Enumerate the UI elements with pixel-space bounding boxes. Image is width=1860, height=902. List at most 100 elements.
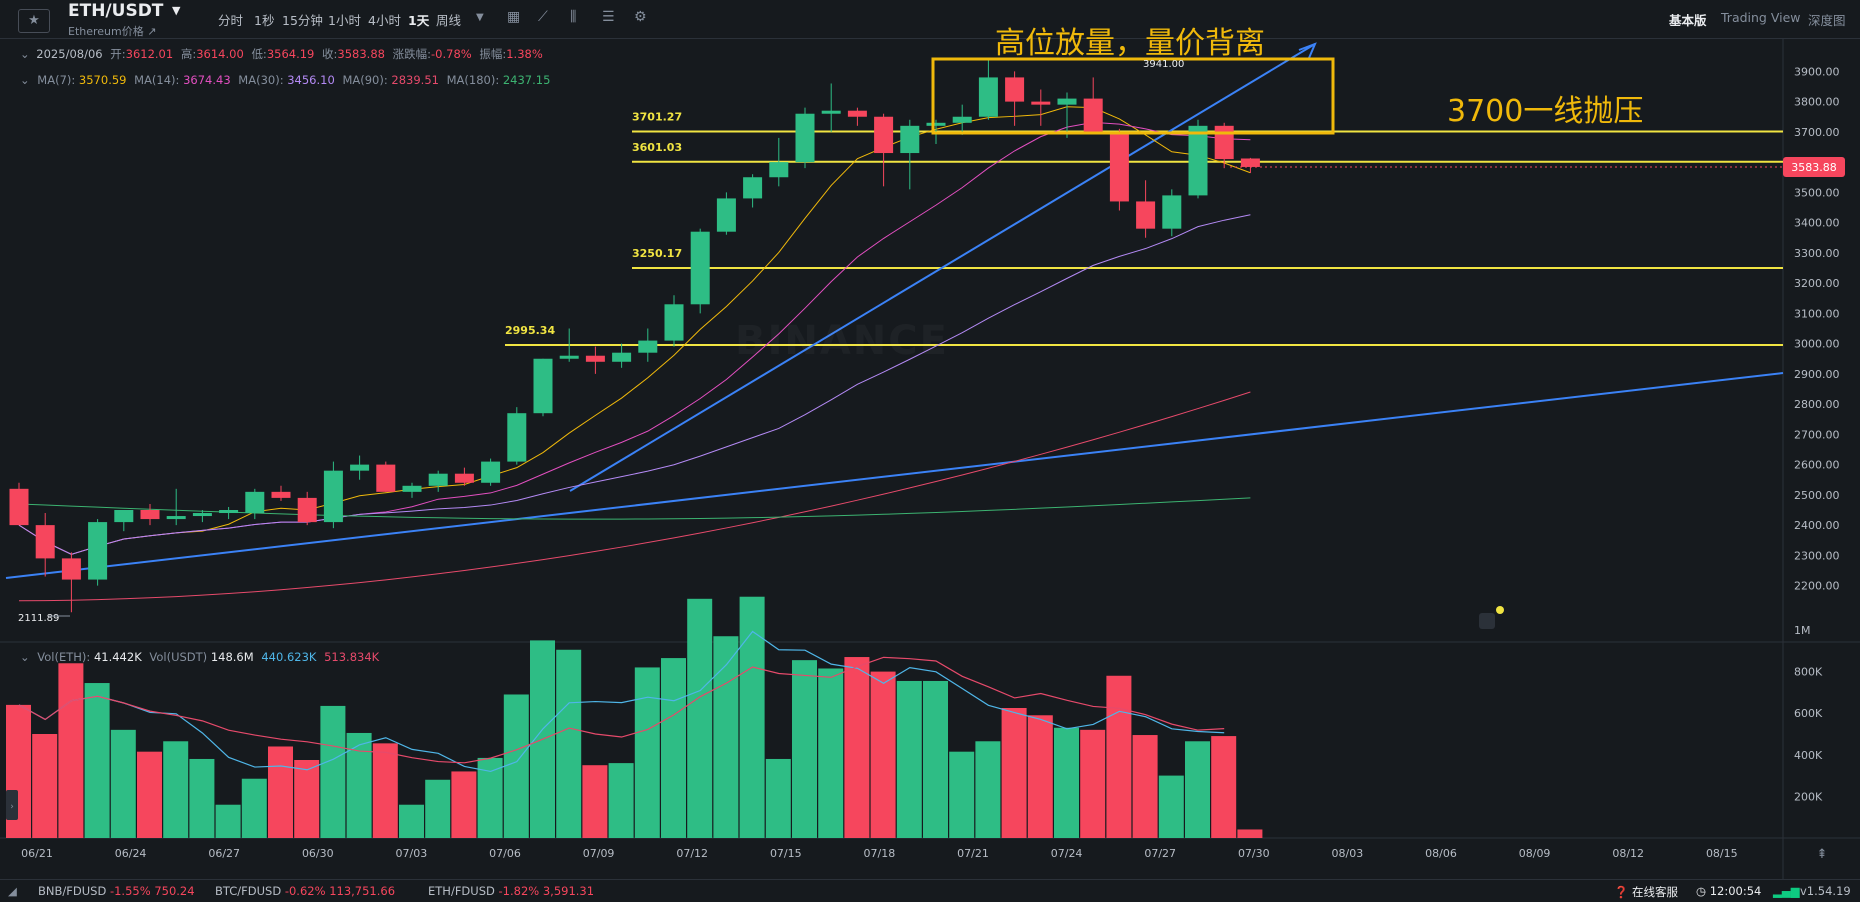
- tab-depth-chart[interactable]: 深度图: [1808, 13, 1846, 28]
- date-tick-label: 06/21: [21, 847, 53, 860]
- date-tick-label: 08/09: [1519, 847, 1551, 860]
- tab-timeframe-1h[interactable]: 1小时: [328, 13, 361, 28]
- volume-bar: [1158, 775, 1184, 838]
- candle-body: [533, 358, 553, 414]
- line-tool-icon[interactable]: ⟋: [538, 9, 548, 25]
- candle-body: [88, 522, 108, 580]
- volume-bar: [1237, 829, 1263, 838]
- ticker-price: 113,751.66: [329, 884, 396, 898]
- ticker-btc[interactable]: BTC/FDUSD -0.62% 113,751.66: [215, 884, 395, 898]
- volume-tick-label: 800K: [1794, 666, 1823, 679]
- vol-eth-label: Vol(ETH):: [37, 650, 91, 664]
- vol-eth-value: 41.442K: [93, 650, 142, 664]
- open-label: 开:: [110, 47, 126, 61]
- level-label: 3601.03: [632, 141, 682, 154]
- amplitude-value: 1.38%: [506, 47, 543, 61]
- kline-chart[interactable]: 2200.00 2300.00 2400.00 2500.00 2600.00 2700.…: [0, 38, 1860, 879]
- collapse-chevron-icon: ⌄: [20, 47, 30, 61]
- ma14-line: [18, 121, 1251, 555]
- symbol-title[interactable]: ETH/USDT: [68, 1, 164, 21]
- candle-body: [769, 162, 789, 178]
- candle-body: [323, 470, 343, 523]
- volume-bar: [1106, 675, 1132, 838]
- high-label: 高:: [180, 47, 197, 61]
- indicators-icon[interactable]: ☰: [602, 9, 615, 25]
- price-tick-label: 3200.00: [1794, 277, 1840, 290]
- volume-ma10-line: [18, 656, 1225, 764]
- tab-timeframe-1d[interactable]: 1天: [408, 13, 430, 28]
- volume-bar: [163, 741, 189, 838]
- price-tick-label: 2200.00: [1794, 580, 1840, 593]
- help-icon: ❓: [1614, 885, 1629, 899]
- candle-body: [192, 513, 212, 517]
- candle-body: [297, 497, 317, 523]
- candle-body: [926, 122, 946, 126]
- current-price-badge-text: 3583.88: [1791, 161, 1837, 174]
- ticker-change: -0.62%: [284, 884, 326, 898]
- volume-bar: [268, 746, 293, 838]
- date-tick-label: 08/15: [1706, 847, 1738, 860]
- clock: ◷ 12:00:54: [1696, 884, 1761, 898]
- candle-type-icon[interactable]: ⫼: [570, 9, 577, 25]
- volume-bar: [608, 763, 634, 838]
- volume-tick-label: 200K: [1794, 790, 1823, 803]
- annotation-3700-resistance: 3700一线抛压: [1447, 94, 1644, 129]
- candle-body: [612, 352, 632, 362]
- candle-body: [847, 110, 867, 117]
- date-tick-label: 08/06: [1425, 847, 1457, 860]
- price-tick-label: 3000.00: [1794, 338, 1840, 351]
- ticker-change: -1.55%: [109, 884, 151, 898]
- level-label: 2995.34: [505, 324, 555, 337]
- online-support-button[interactable]: ❓ 在线客服: [1614, 884, 1678, 900]
- ma-legend: ⌄ MA(7): 3570.59 MA(14): 3674.43 MA(30):…: [20, 73, 550, 87]
- time-axis-settings-icon[interactable]: ⇞: [1817, 847, 1828, 862]
- volume-bar: [110, 729, 136, 838]
- amplitude-label: 振幅:: [479, 47, 507, 61]
- date-tick-label: 07/09: [583, 847, 615, 860]
- clock-icon: ◷: [1696, 884, 1707, 898]
- candle-body: [402, 485, 422, 492]
- ticker-bnb[interactable]: BNB/FDUSD -1.55% 750.24: [38, 884, 195, 898]
- more-timeframes-chevron-icon[interactable]: ▼: [476, 12, 484, 23]
- price-tick-label: 2500.00: [1794, 489, 1840, 502]
- calendar-icon[interactable]: ▦: [507, 9, 521, 25]
- volume-bar: [1132, 735, 1158, 838]
- ma7-line: [18, 106, 1251, 555]
- tab-basic-view[interactable]: 基本版: [1669, 13, 1707, 28]
- ticker-eth[interactable]: ETH/FDUSD -1.82% 3,591.31: [428, 884, 594, 898]
- volume-bar: [923, 680, 948, 838]
- date-tick-label: 07/18: [864, 847, 896, 860]
- volume-bar: [896, 680, 922, 838]
- volume-bar: [399, 804, 424, 838]
- symbol-subtitle[interactable]: Ethereum价格 ↗: [68, 25, 157, 38]
- ohlc-legend: ⌄ 2025/08/06 开:3612.01 高:3614.00 低:3564.…: [20, 46, 543, 62]
- price-tick-label: 2600.00: [1794, 459, 1840, 472]
- candle-body: [219, 509, 239, 514]
- high-value: 3614.00: [196, 47, 244, 61]
- change-value: -0.78%: [431, 47, 472, 61]
- candle-body: [559, 355, 579, 359]
- favorite-star-icon[interactable]: ★: [18, 9, 50, 33]
- price-tick-label: 3400.00: [1794, 217, 1840, 230]
- tab-timeframe-1s[interactable]: 1秒: [254, 13, 275, 28]
- ma180-value: 2437.15: [502, 73, 551, 87]
- chevron-down-icon[interactable]: ▼: [172, 4, 181, 17]
- price-tick-label: 3300.00: [1794, 247, 1840, 260]
- note-icon: [1479, 613, 1495, 629]
- tab-timeframe-time[interactable]: 分时: [218, 13, 244, 28]
- date-tick-label: 07/06: [489, 847, 521, 860]
- date-tick-label: 08/03: [1332, 847, 1364, 860]
- tab-timeframe-15m[interactable]: 15分钟: [282, 13, 323, 28]
- tab-timeframe-4h[interactable]: 4小时: [368, 13, 401, 28]
- ma30-label: MA(30):: [238, 73, 284, 87]
- gear-icon[interactable]: ⚙: [634, 9, 647, 25]
- price-tick-label: 3500.00: [1794, 186, 1840, 199]
- candle-body: [1083, 98, 1103, 132]
- tab-tradingview[interactable]: Trading View: [1721, 10, 1801, 25]
- tab-timeframe-week[interactable]: 周线: [436, 13, 462, 28]
- date-tick-label: 07/15: [770, 847, 802, 860]
- ticker-symbol: BTC/FDUSD: [215, 884, 282, 898]
- candle-body: [795, 113, 815, 163]
- ticker-change: -1.82%: [498, 884, 540, 898]
- candle-body: [271, 491, 291, 498]
